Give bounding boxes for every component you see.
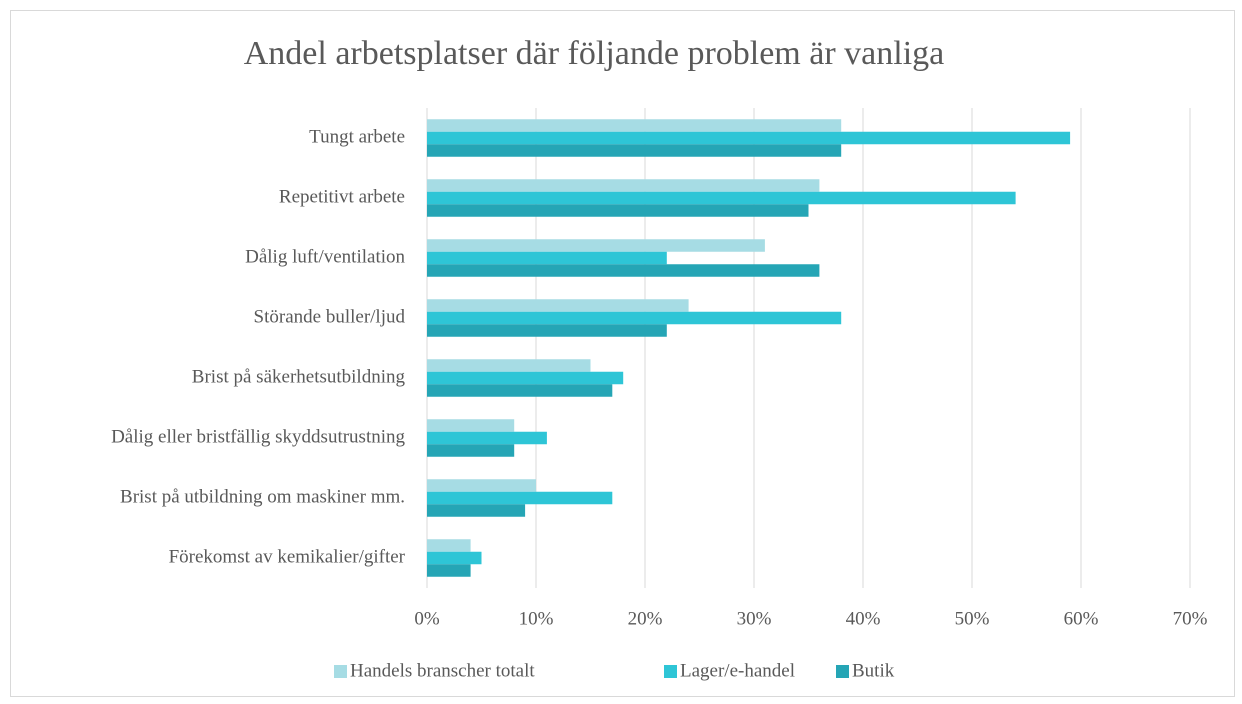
y-tick-label: Brist på utbildning om maskiner mm.	[120, 486, 405, 507]
bar	[427, 479, 536, 492]
bar	[427, 191, 1016, 205]
y-tick-label: Dålig luft/ventilation	[245, 246, 405, 267]
x-tick-label: 20%	[628, 608, 663, 629]
x-tick-label: 70%	[1173, 608, 1208, 629]
y-tick-label: Förekomst av kemikalier/gifter	[169, 546, 406, 567]
bar	[427, 131, 1071, 145]
legend-swatch	[836, 665, 849, 678]
chart-border	[10, 10, 1235, 697]
bar	[427, 359, 591, 372]
bar	[427, 179, 820, 192]
bar	[427, 299, 689, 312]
bar	[427, 551, 482, 565]
chart-title: Andel arbetsplatser där följande problem…	[244, 35, 945, 72]
y-tick-label: Brist på säkerhetsutbildning	[192, 366, 406, 387]
x-tick-label: 0%	[414, 608, 440, 629]
x-tick-label: 30%	[737, 608, 772, 629]
y-tick-label: Störande buller/ljud	[254, 306, 406, 327]
x-tick-label: 40%	[846, 608, 881, 629]
bar	[427, 504, 526, 517]
bar	[427, 431, 547, 445]
bar	[427, 324, 667, 337]
y-tick-label: Repetitivt arbete	[279, 186, 405, 207]
x-tick-label: 10%	[519, 608, 554, 629]
y-tick-label: Tungt arbete	[309, 126, 405, 147]
bar	[427, 311, 842, 325]
bar	[427, 539, 471, 552]
bar	[427, 204, 809, 217]
legend-swatch	[334, 665, 347, 678]
bar	[427, 419, 515, 432]
x-tick-label: 50%	[955, 608, 990, 629]
bar	[427, 119, 842, 132]
bar	[427, 144, 842, 157]
legend-swatch	[664, 665, 677, 678]
bar	[427, 371, 624, 385]
bar	[427, 384, 613, 397]
bar	[427, 444, 515, 457]
legend-label: Handels branscher totalt	[350, 660, 535, 681]
legend-label: Butik	[852, 660, 895, 681]
bar	[427, 564, 471, 577]
bar	[427, 264, 820, 277]
legend-label: Lager/e-handel	[680, 660, 795, 681]
y-tick-label: Dålig eller bristfällig skyddsutrustning	[111, 426, 405, 447]
x-tick-label: 60%	[1064, 608, 1099, 629]
bar	[427, 251, 667, 265]
bar	[427, 239, 765, 252]
bar	[427, 491, 613, 505]
